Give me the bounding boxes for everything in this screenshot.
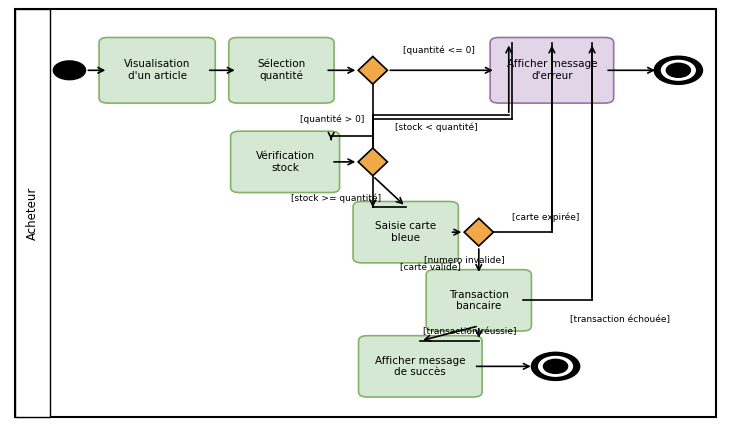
Text: [quantité > 0]: [quantité > 0] xyxy=(300,115,365,124)
Text: Saisie carte
bleue: Saisie carte bleue xyxy=(375,222,436,243)
Polygon shape xyxy=(358,148,387,176)
Text: [carte valide]: [carte valide] xyxy=(400,262,461,271)
FancyBboxPatch shape xyxy=(15,9,50,417)
FancyBboxPatch shape xyxy=(231,131,339,193)
Circle shape xyxy=(53,61,86,80)
Polygon shape xyxy=(358,57,387,84)
Circle shape xyxy=(539,357,572,376)
Circle shape xyxy=(531,352,580,380)
Text: [quantité <= 0]: [quantité <= 0] xyxy=(403,46,474,55)
Text: Afficher message
d'erreur: Afficher message d'erreur xyxy=(507,60,597,81)
FancyBboxPatch shape xyxy=(426,270,531,331)
FancyBboxPatch shape xyxy=(358,336,482,397)
FancyBboxPatch shape xyxy=(99,37,215,103)
Text: [transaction réussie]: [transaction réussie] xyxy=(423,328,516,337)
Text: [carte expirée]: [carte expirée] xyxy=(512,212,579,222)
Circle shape xyxy=(667,63,691,78)
Circle shape xyxy=(654,56,702,84)
Polygon shape xyxy=(464,218,493,246)
Text: [stock < quantité]: [stock < quantité] xyxy=(395,123,477,132)
Text: Visualisation
d'un article: Visualisation d'un article xyxy=(124,60,190,81)
Text: Vérification
stock: Vérification stock xyxy=(256,151,314,173)
Text: Acheteur: Acheteur xyxy=(26,186,39,240)
FancyBboxPatch shape xyxy=(229,37,334,103)
Text: [stock >= quantité]: [stock >= quantité] xyxy=(291,193,382,203)
FancyBboxPatch shape xyxy=(353,201,458,263)
Text: Transaction
bancaire: Transaction bancaire xyxy=(449,290,509,311)
Text: Afficher message
de succès: Afficher message de succès xyxy=(375,356,466,377)
Text: Sélection
quantité: Sélection quantité xyxy=(257,59,306,81)
Text: [transaction échouée]: [transaction échouée] xyxy=(570,315,670,324)
Circle shape xyxy=(544,359,568,373)
FancyBboxPatch shape xyxy=(490,37,613,103)
Circle shape xyxy=(662,60,695,80)
Text: [numero invalide]: [numero invalide] xyxy=(424,255,504,265)
FancyBboxPatch shape xyxy=(15,9,716,417)
